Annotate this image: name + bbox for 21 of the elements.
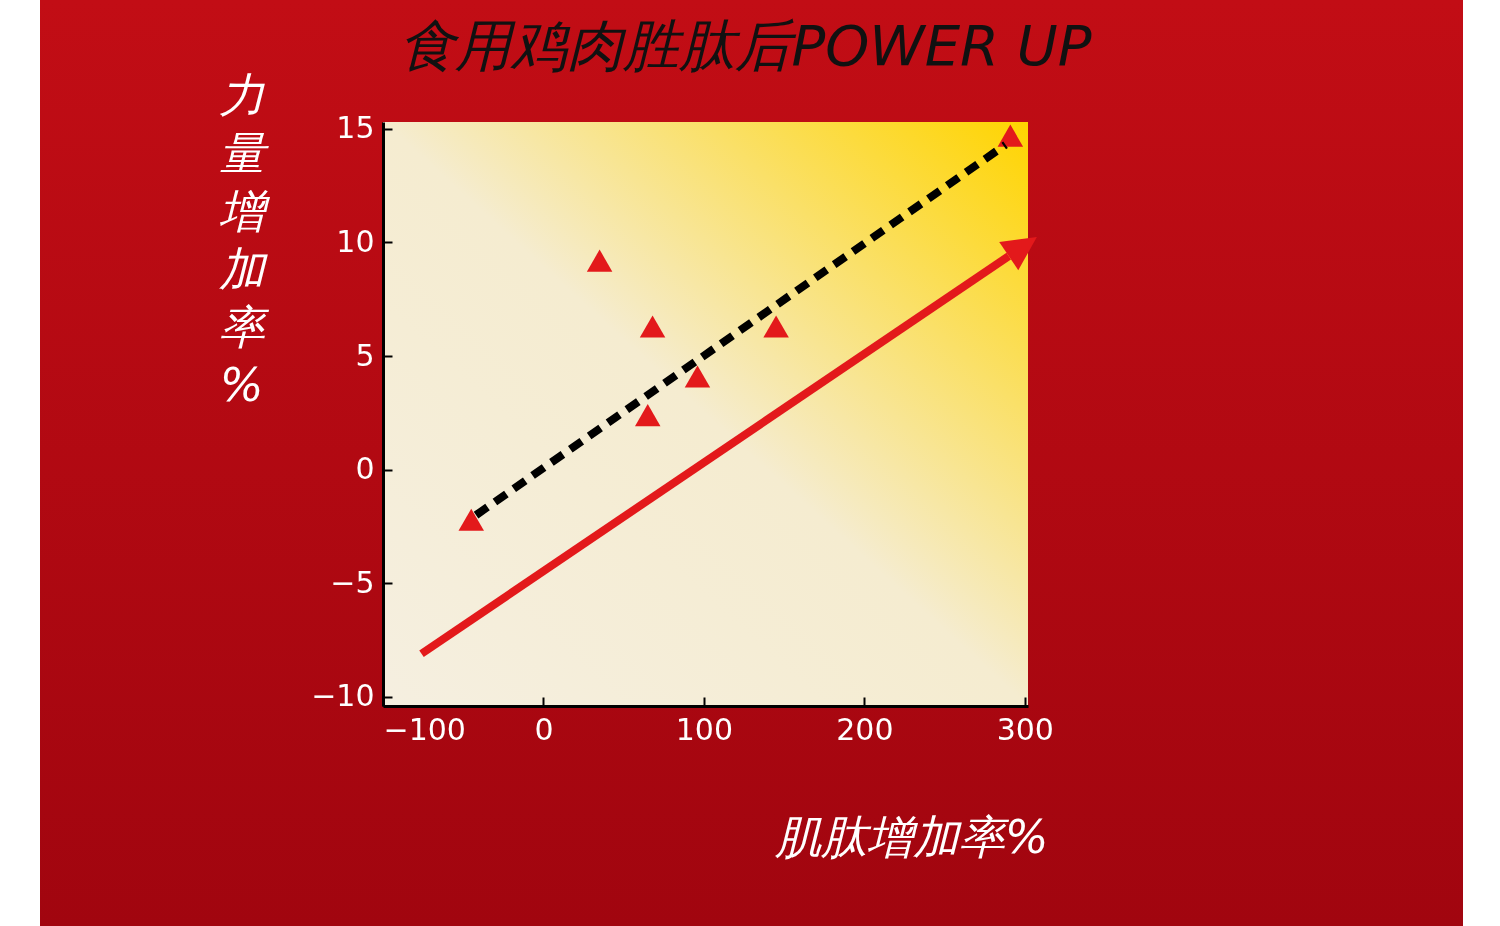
y-tick-label: 15 (336, 110, 375, 146)
y-tick-label: 10 (336, 223, 375, 259)
chart-title: 食用鸡肉胜肽后POWER UP (399, 13, 1092, 78)
point (586, 249, 613, 272)
point (684, 365, 711, 388)
x-tick-label: 300 (996, 711, 1054, 747)
y-tick-label: −10 (311, 678, 375, 714)
x-axis-title: 肌肽增加率% (774, 809, 1049, 864)
point (458, 508, 484, 531)
x-tick-label: 100 (675, 711, 734, 747)
y-tick-label: −5 (330, 564, 375, 600)
point (763, 315, 789, 338)
y-tick-label: 5 (355, 337, 375, 373)
point (634, 404, 661, 427)
y-axis-title: 力量增加率% (218, 67, 271, 412)
x-tick-label: 200 (836, 711, 894, 747)
point (997, 124, 1024, 147)
y-tick-label: 0 (355, 451, 375, 487)
x-tick-label: −100 (383, 711, 466, 747)
point (639, 315, 666, 338)
x-tick-label: 0 (534, 711, 554, 747)
